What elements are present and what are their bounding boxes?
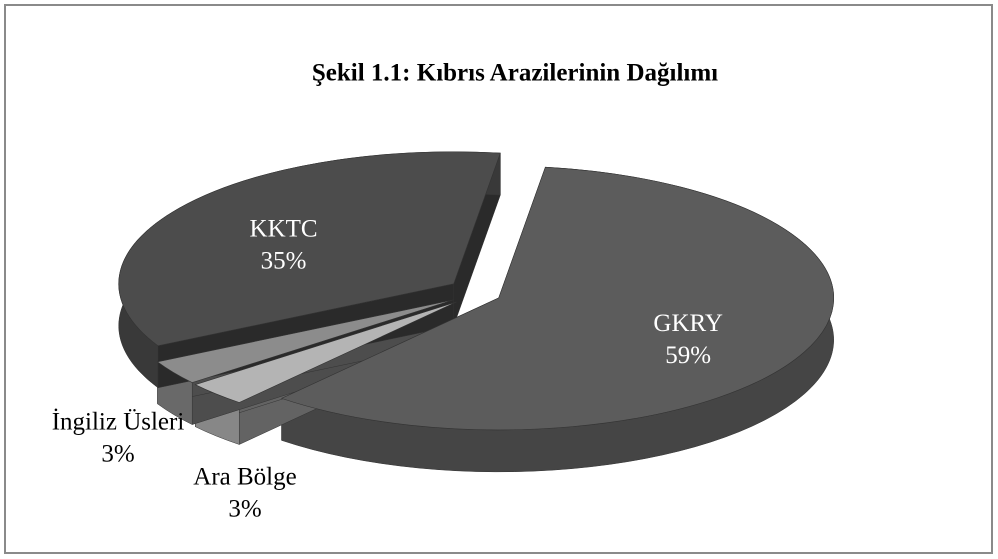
data-label-value: 59% <box>665 342 711 369</box>
pie-slice <box>118 151 501 347</box>
chart-title: Şekil 1.1: Kıbrıs Arazilerinin Dağılımı <box>312 60 718 87</box>
pie-slice <box>194 301 457 403</box>
data-label-value: 3% <box>101 441 134 468</box>
pie-slice <box>156 299 454 383</box>
data-label-value: 3% <box>228 496 261 523</box>
pie-slice <box>280 166 834 431</box>
data-label-name: GKRY <box>653 310 722 337</box>
data-label-name: Ara Bölge <box>193 464 296 491</box>
data-label-value: 35% <box>261 248 307 275</box>
data-label-name: İngiliz Üsleri <box>52 409 185 436</box>
data-label-name: KKTC <box>250 216 318 243</box>
